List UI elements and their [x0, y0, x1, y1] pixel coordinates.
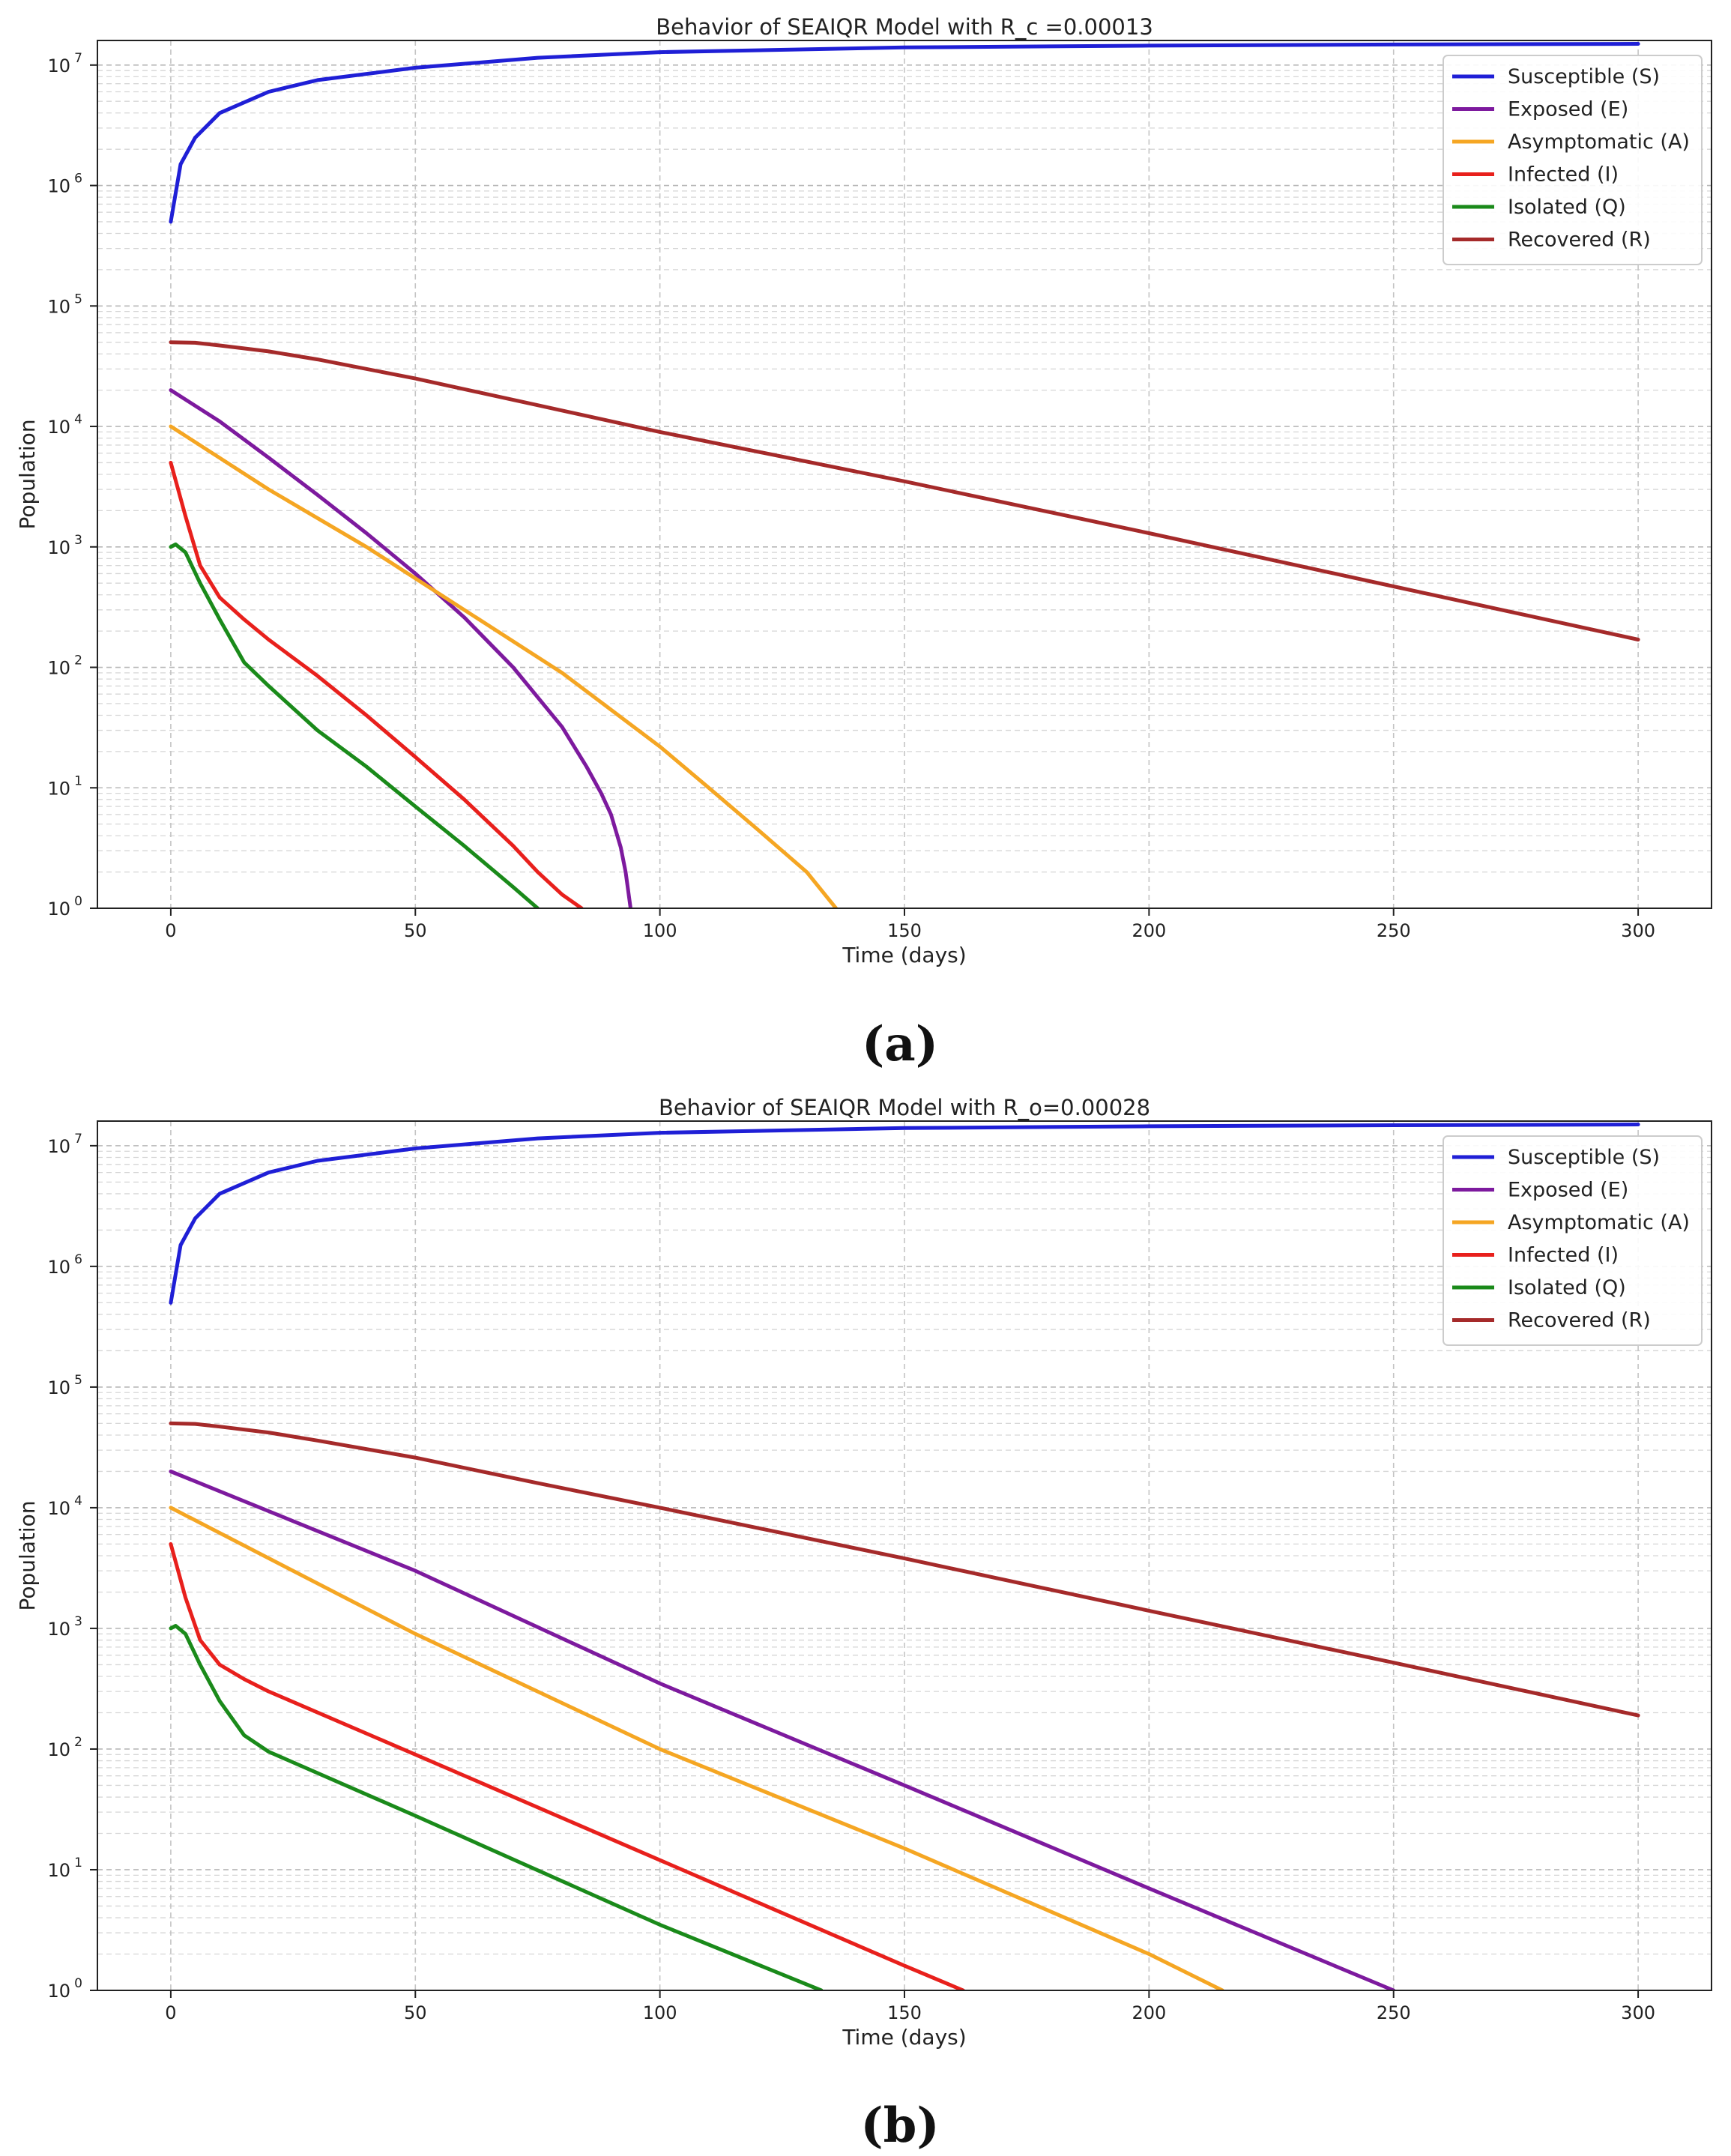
legend: Susceptible (S) Exposed (E) Asymptomatic (… [1442, 55, 1703, 265]
legend-label: Infected (I) [1508, 163, 1619, 187]
panel-label: (b) [860, 2098, 939, 2154]
y-tick-exponent: 2 [74, 653, 82, 668]
legend: Susceptible (S) Exposed (E) Asymptomatic (… [1442, 1135, 1703, 1346]
legend-label: Asymptomatic (A) [1508, 130, 1690, 154]
series-lines [169, 42, 1640, 908]
x-tick-label: 50 [404, 920, 427, 941]
series-line-5 [169, 340, 1640, 641]
y-tick-exponent: 1 [74, 1855, 82, 1870]
y-tick-label: 10 [47, 417, 70, 438]
series-line-1 [169, 388, 632, 908]
series-line-3 [169, 1541, 965, 1990]
y-tick-label: 10 [47, 778, 70, 799]
y-tick-exponent: 4 [74, 412, 82, 427]
x-tick-label: 300 [1621, 2002, 1655, 2023]
y-tick-exponent: 2 [74, 1735, 82, 1750]
x-tick-label: 100 [643, 920, 677, 941]
x-axis-label: Time (days) [842, 943, 966, 967]
legend-label: Isolated (Q) [1508, 196, 1626, 219]
x-tick-label: 100 [643, 2002, 677, 2023]
y-tick-label: 10 [47, 1377, 70, 1398]
y-tick-label: 10 [47, 1257, 70, 1278]
y-tick-label: 10 [47, 1498, 70, 1519]
y-tick-exponent: 1 [74, 773, 82, 788]
legend-label: Susceptible (S) [1508, 1146, 1660, 1169]
series-line-5 [169, 1421, 1640, 1718]
series-line-2 [169, 424, 839, 908]
y-tick-exponent: 0 [74, 894, 82, 909]
x-tick-label: 200 [1132, 920, 1166, 941]
legend-label: Susceptible (S) [1508, 65, 1660, 88]
y-axis-label: Population [15, 1500, 40, 1610]
series-line-0 [169, 42, 1640, 224]
x-tick-label: 150 [887, 2002, 922, 2023]
series-line-4 [169, 1624, 824, 1990]
y-tick-exponent: 3 [74, 1614, 82, 1629]
y-tick-label: 10 [47, 55, 70, 76]
x-tick-label: 0 [165, 2002, 176, 2023]
y-tick-label: 10 [47, 899, 70, 920]
x-tick-label: 250 [1377, 2002, 1411, 2023]
y-tick-exponent: 5 [74, 292, 82, 307]
y-tick-exponent: 6 [74, 1252, 82, 1267]
y-tick-exponent: 0 [74, 1976, 82, 1991]
legend-label: Exposed (E) [1508, 98, 1628, 121]
series-line-1 [169, 1470, 1396, 1990]
y-tick-exponent: 4 [74, 1494, 82, 1509]
y-tick-label: 10 [47, 296, 70, 317]
y-tick-label: 10 [47, 537, 70, 558]
chart-title: Behavior of SEAIQR Model with R_c =0.000… [656, 14, 1153, 40]
y-tick-label: 10 [47, 1136, 70, 1157]
legend-label: Recovered (R) [1508, 1309, 1651, 1332]
x-tick-label: 200 [1132, 2002, 1166, 2023]
x-tick-label: 50 [404, 2002, 427, 2023]
y-axis-label: Population [15, 419, 40, 529]
y-tick-exponent: 7 [74, 1132, 82, 1147]
y-tick-exponent: 6 [74, 172, 82, 187]
y-tick-label: 10 [47, 176, 70, 197]
chart-title: Behavior of SEAIQR Model with R_o=0.0002… [659, 1095, 1150, 1120]
series-line-4 [169, 542, 540, 908]
legend-label: Exposed (E) [1508, 1179, 1628, 1202]
legend-label: Asymptomatic (A) [1508, 1211, 1690, 1234]
y-tick-exponent: 5 [74, 1373, 82, 1388]
series-line-0 [169, 1123, 1640, 1305]
legend-label: Recovered (R) [1508, 229, 1651, 252]
x-axis-label: Time (days) [842, 2025, 966, 2050]
x-tick-label: 250 [1377, 920, 1411, 941]
legend-box [1442, 55, 1703, 265]
y-tick-label: 10 [47, 1860, 70, 1881]
y-tick-label: 10 [47, 1739, 70, 1760]
legend-box [1442, 1135, 1703, 1346]
y-tick-label: 10 [47, 1981, 70, 2002]
series-line-3 [169, 460, 584, 908]
y-tick-label: 10 [47, 1619, 70, 1640]
x-tick-label: 300 [1621, 920, 1655, 941]
series-line-2 [169, 1506, 1224, 1990]
y-tick-exponent: 3 [74, 533, 82, 548]
series-lines [169, 1123, 1640, 1990]
legend-label: Isolated (Q) [1508, 1276, 1626, 1299]
x-tick-label: 0 [165, 920, 176, 941]
y-tick-exponent: 7 [74, 51, 82, 66]
x-tick-label: 150 [887, 920, 922, 941]
panel-label: (a) [862, 1016, 938, 1072]
y-tick-label: 10 [47, 658, 70, 679]
legend-label: Infected (I) [1508, 1244, 1619, 1267]
